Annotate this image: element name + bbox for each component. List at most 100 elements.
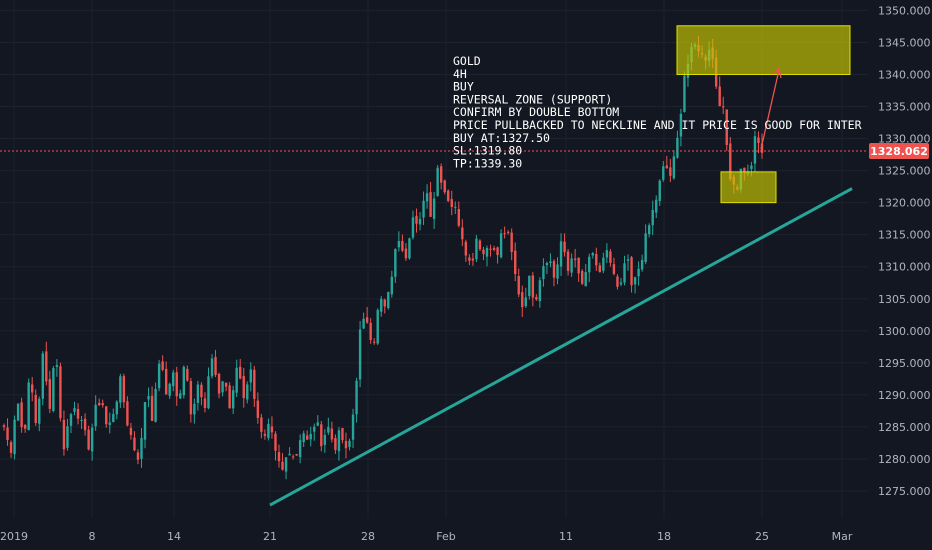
candle-body <box>334 437 337 450</box>
candle-body <box>239 366 242 379</box>
candle-body <box>200 384 203 398</box>
candle-body <box>418 218 422 225</box>
candle-body <box>9 442 13 453</box>
candle-body <box>658 180 661 201</box>
annotation-line: BUY <box>453 80 474 94</box>
y-tick-label: 1310.000 <box>878 261 931 274</box>
candle-body <box>447 190 450 201</box>
price-tag-text: 1328.062 <box>870 145 928 158</box>
candle-body <box>168 383 171 396</box>
candle-body <box>380 298 383 312</box>
y-axis: 1275.000 1280.000 1285.000 1290.000 1295.000… <box>878 4 931 498</box>
candle-body <box>154 388 157 422</box>
candle-body <box>119 376 122 403</box>
candle-body <box>404 248 408 259</box>
candle-body <box>718 86 721 107</box>
candle-body <box>323 435 327 445</box>
candle-body <box>330 428 334 440</box>
candle-body <box>630 257 633 286</box>
candle-body <box>108 422 111 425</box>
y-tick-label: 1295.000 <box>878 357 931 370</box>
x-axis-panel <box>0 518 932 550</box>
candle-body <box>34 394 37 423</box>
target-zone[interactable] <box>676 25 851 75</box>
candle-body <box>464 241 468 256</box>
candle-body <box>387 292 390 309</box>
candle-body <box>298 440 302 457</box>
x-tick-label: 21 <box>263 530 277 543</box>
candle-body <box>263 433 267 436</box>
candle-body <box>531 275 535 298</box>
candle-body <box>468 257 471 261</box>
candle-body <box>76 408 80 419</box>
candle-body <box>235 367 238 393</box>
candle-body <box>221 381 224 393</box>
candle-body <box>609 251 612 263</box>
candle-body <box>619 282 623 285</box>
candle-body <box>506 231 510 233</box>
x-tick-label: 11 <box>559 530 573 543</box>
candle-body <box>189 381 193 415</box>
candle-body <box>203 398 207 408</box>
candle-body <box>260 417 263 432</box>
current-price-tag: 1328.062 <box>869 142 929 159</box>
candle-body <box>612 264 616 274</box>
candle-body <box>595 254 598 266</box>
candle-body <box>45 351 48 382</box>
candle-body <box>284 457 288 472</box>
candle-body <box>253 369 256 399</box>
candle-body <box>196 384 200 403</box>
candle-body <box>214 357 217 376</box>
candle-body <box>270 426 274 433</box>
candle-body <box>52 368 55 412</box>
candle-body <box>83 418 87 431</box>
candle-body <box>563 241 566 253</box>
annotation-line: SL:1319.80 <box>453 144 522 158</box>
y-tick-label: 1305.000 <box>878 293 931 306</box>
candle-body <box>87 429 90 450</box>
candle-body <box>341 427 344 441</box>
candle-body <box>193 403 196 415</box>
candle-body <box>401 240 404 251</box>
annotation-line: BUY AT:1327.50 <box>453 131 550 145</box>
candles <box>2 35 764 480</box>
candle-body <box>90 427 94 452</box>
candle-body <box>496 247 499 256</box>
candle-body <box>372 341 376 343</box>
projection-arrow[interactable] <box>760 66 782 150</box>
candle-body <box>422 200 425 218</box>
y-axis-panel <box>868 0 932 532</box>
support-zone[interactable] <box>720 171 777 204</box>
candle-body <box>573 258 577 260</box>
annotation-line: REVERSAL ZONE (SUPPORT) <box>453 92 612 106</box>
candle-body <box>207 376 210 409</box>
candle-body <box>757 137 760 144</box>
candle-body <box>97 402 101 406</box>
support-trendline[interactable] <box>269 187 853 507</box>
candle-body <box>672 156 676 179</box>
candle-body <box>549 261 552 264</box>
y-tick-label: 1315.000 <box>878 229 931 242</box>
candle-body <box>598 265 602 273</box>
candle-body <box>633 277 637 285</box>
candle-body <box>147 396 150 400</box>
candle-body <box>489 248 492 250</box>
candle-body <box>2 425 6 428</box>
candle-body <box>277 452 281 462</box>
candle-body <box>432 198 436 219</box>
candle-body <box>397 240 401 248</box>
x-tick-label: Mar <box>832 530 853 543</box>
candle-body <box>475 238 478 260</box>
candle-body <box>217 373 221 394</box>
candle-body <box>669 167 672 176</box>
candle-body <box>179 393 182 399</box>
y-tick-label: 1290.000 <box>878 389 931 402</box>
candle-body <box>291 456 295 458</box>
candle-body <box>302 433 305 443</box>
candle-body <box>517 276 520 295</box>
candle-body <box>647 225 651 235</box>
candle-body <box>591 252 594 256</box>
candle-body <box>605 250 609 258</box>
